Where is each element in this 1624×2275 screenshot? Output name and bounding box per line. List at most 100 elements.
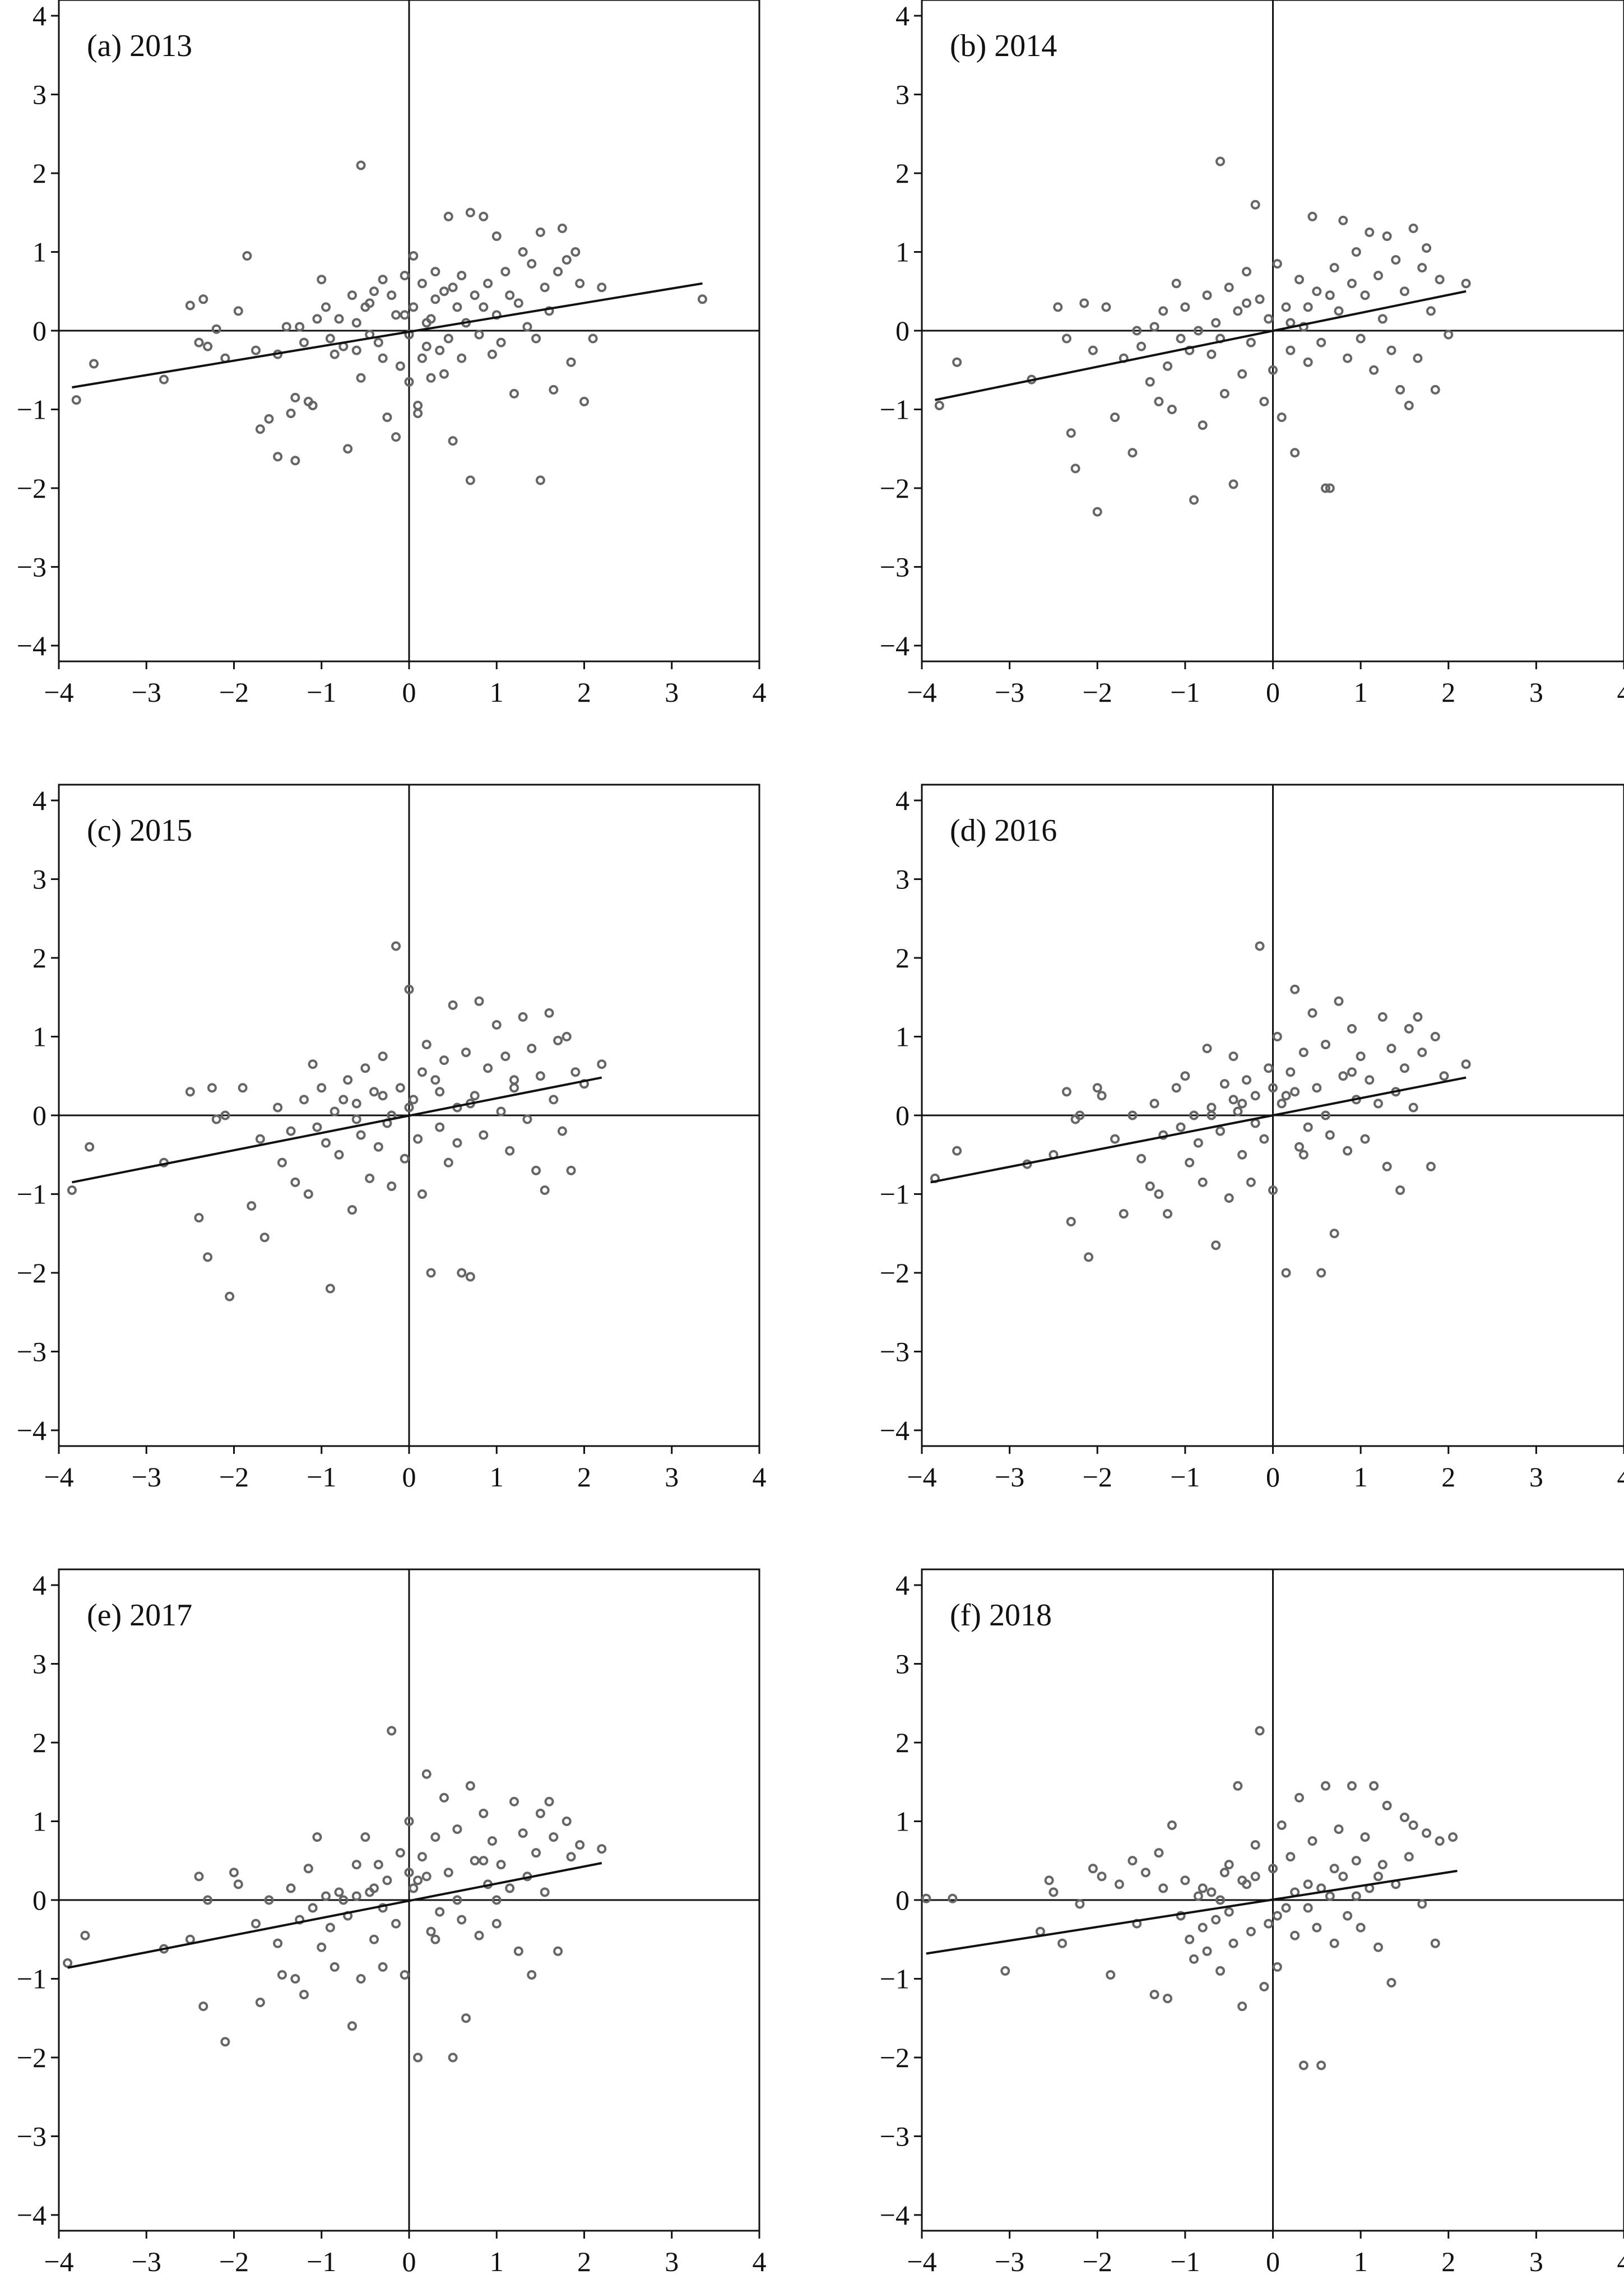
fit-line: [926, 1870, 1458, 1955]
data-point: [439, 1055, 449, 1065]
data-point: [369, 1934, 379, 1944]
y-tick-label: 1: [895, 237, 910, 268]
data-point: [948, 1893, 958, 1903]
data-point: [378, 353, 388, 363]
data-point: [500, 1051, 511, 1062]
data-point: [1224, 1193, 1234, 1203]
data-point: [378, 1051, 388, 1062]
data-point: [421, 1040, 431, 1050]
data-point: [562, 255, 572, 265]
data-point: [351, 345, 361, 355]
data-point: [334, 1150, 344, 1160]
data-point: [952, 1146, 962, 1156]
data-point: [400, 310, 410, 320]
x-tick-label: −2: [219, 1461, 249, 1493]
data-point: [1092, 507, 1102, 517]
data-point: [1320, 1781, 1330, 1791]
data-point: [435, 345, 445, 355]
data-point: [1351, 247, 1361, 257]
data-point: [1307, 1008, 1317, 1018]
x-tick-label: −3: [132, 2246, 161, 2275]
data-point: [203, 341, 213, 351]
data-point: [290, 456, 300, 466]
data-point: [1163, 361, 1173, 371]
data-point: [483, 1063, 493, 1073]
panel-title: (a) 2013: [87, 29, 192, 63]
y-tick-label: 2: [895, 942, 910, 974]
data-point: [1250, 200, 1260, 210]
chart-panel-5: −4 −3 −2 −1 0 1 2 3 4 −4 −3 −2 −1 0 1 2 3 4 (e) 2017: [17, 1568, 767, 2275]
data-point: [470, 1091, 480, 1101]
x-tick-label: 4: [1617, 677, 1624, 708]
data-point: [409, 302, 419, 312]
data-point: [185, 300, 195, 311]
data-point: [439, 286, 449, 296]
data-point: [1154, 1189, 1164, 1199]
data-point: [1189, 1954, 1199, 1964]
data-point: [299, 337, 309, 347]
y-tick-label: 3: [33, 864, 47, 895]
data-point: [1176, 1911, 1186, 1921]
data-point: [1351, 1856, 1361, 1866]
x-tick-label: −1: [1170, 677, 1200, 708]
data-point: [1386, 1978, 1396, 1987]
data-point: [1061, 1087, 1071, 1097]
data-point: [540, 282, 550, 293]
data-point: [1444, 330, 1454, 340]
data-point: [312, 314, 322, 324]
data-point: [1404, 400, 1414, 410]
data-point: [491, 1020, 502, 1030]
data-point: [1399, 1063, 1409, 1073]
data-point: [255, 1998, 265, 2008]
data-point: [1264, 1063, 1274, 1073]
data-point: [496, 1106, 506, 1116]
data-point: [317, 1942, 327, 1952]
x-tick-label: 1: [1354, 2246, 1368, 2275]
data-point: [1435, 1836, 1445, 1846]
data-point: [1343, 353, 1353, 363]
data-point: [198, 294, 208, 304]
data-point: [1207, 349, 1217, 359]
x-tick-label: 1: [490, 677, 504, 708]
x-tick-label: −4: [907, 2246, 936, 2275]
data-point: [1070, 464, 1080, 474]
data-point: [1286, 1067, 1296, 1077]
data-point: [321, 1138, 331, 1148]
data-point: [697, 294, 707, 304]
y-tick-label: −3: [17, 1336, 47, 1367]
y-tick-label: 0: [33, 1100, 47, 1131]
data-point: [1351, 1891, 1361, 1901]
data-point: [443, 333, 453, 344]
data-point: [1303, 1903, 1313, 1913]
data-point: [1461, 279, 1471, 289]
data-point: [1373, 1942, 1383, 1952]
data-point: [356, 1973, 366, 1984]
y-tick-label: 3: [895, 1648, 910, 1680]
data-point: [1233, 1781, 1243, 1791]
data-point: [1312, 286, 1322, 296]
data-point: [1286, 1852, 1296, 1862]
y-tick-label: 4: [895, 1569, 910, 1601]
data-point: [452, 1138, 462, 1148]
y-tick-label: 3: [33, 79, 47, 110]
y-tick-label: 1: [33, 1806, 47, 1837]
data-point: [474, 1930, 484, 1940]
x-tick-label: 0: [402, 2246, 416, 2275]
data-point: [185, 1934, 195, 1944]
y-tick-label: −1: [17, 1963, 47, 1994]
data-point: [1211, 1240, 1221, 1250]
data-point: [1202, 1946, 1212, 1956]
data-point: [343, 1075, 353, 1085]
data-point: [1307, 1836, 1317, 1846]
data-point: [518, 1828, 528, 1838]
data-point: [1228, 479, 1238, 489]
data-point: [395, 1848, 405, 1858]
data-point: [465, 207, 475, 217]
data-point: [452, 1824, 462, 1834]
data-point: [1422, 243, 1432, 253]
data-point: [63, 1958, 73, 1968]
data-point: [395, 1083, 405, 1093]
data-point: [207, 1083, 217, 1093]
data-point: [465, 475, 475, 485]
data-point: [566, 1165, 576, 1175]
